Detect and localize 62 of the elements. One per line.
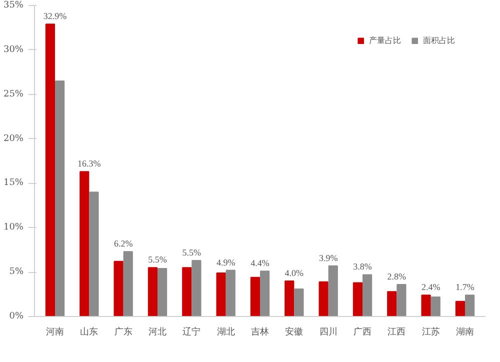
data-label: 3.9% (318, 252, 338, 263)
x-tick-label: 广西 (354, 326, 372, 338)
data-label: 3.8% (353, 262, 372, 272)
x-tick-label: 山东 (80, 326, 98, 338)
y-tick-label: 15% (3, 178, 24, 188)
legend-label: 面积占比 (423, 35, 455, 46)
data-label: 5.5% (182, 248, 202, 258)
x-tick-label: 江苏 (422, 326, 440, 338)
data-label: 2.8% (387, 272, 407, 282)
x-tick-label: 湖北 (216, 326, 235, 338)
data-label: 5.5% (148, 254, 168, 265)
data-label: 4.0% (284, 268, 304, 278)
data-label: 16.3% (78, 158, 102, 169)
bar (182, 267, 192, 316)
data-label: 1.7% (456, 282, 475, 292)
x-tick-label: 湖南 (456, 326, 474, 338)
data-label: 32.9% (43, 11, 68, 22)
bar (387, 291, 397, 316)
x-tick-label: 安徽 (285, 326, 304, 338)
y-tick-label: 30% (3, 44, 24, 55)
bar (430, 296, 440, 316)
x-tick-label: 辽宁 (182, 326, 201, 338)
y-tick-label: 0% (9, 312, 24, 322)
bar (216, 272, 226, 316)
data-label: 4.4% (250, 258, 270, 268)
y-tick-label: 35% (3, 0, 24, 10)
y-tick-label: 10% (3, 222, 24, 233)
bar (294, 288, 304, 316)
bar (89, 192, 99, 316)
x-tick-label: 河北 (148, 326, 166, 338)
bar (421, 294, 431, 316)
bar (114, 260, 124, 316)
bar (123, 251, 133, 316)
bar (260, 270, 270, 316)
legend-label: 产量占比 (369, 35, 401, 46)
bar (362, 274, 372, 316)
bar (54, 80, 65, 316)
bar (148, 267, 158, 316)
bar (45, 24, 56, 316)
bar (80, 171, 90, 316)
bar (464, 294, 475, 316)
data-label: 2.4% (421, 282, 441, 292)
bar (250, 276, 260, 316)
y-tick-label: 25% (3, 89, 24, 100)
x-tick-label: 吉林 (251, 326, 269, 338)
y-tick-label: 5% (9, 267, 24, 278)
bar (192, 260, 202, 316)
bar (226, 270, 236, 316)
data-label: 6.2% (114, 238, 134, 249)
data-label: 4.9% (216, 257, 236, 268)
bar (352, 282, 363, 316)
bar (318, 281, 328, 316)
bar (455, 300, 466, 316)
y-tick-label: 20% (3, 134, 24, 144)
bar (157, 268, 168, 316)
bar (284, 280, 294, 316)
x-tick-label: 广东 (114, 326, 132, 338)
x-tick-label: 江西 (388, 326, 406, 338)
x-tick-label: 四川 (319, 326, 338, 338)
bar (328, 265, 338, 316)
bar (396, 284, 406, 316)
x-tick-label: 河南 (46, 326, 64, 338)
